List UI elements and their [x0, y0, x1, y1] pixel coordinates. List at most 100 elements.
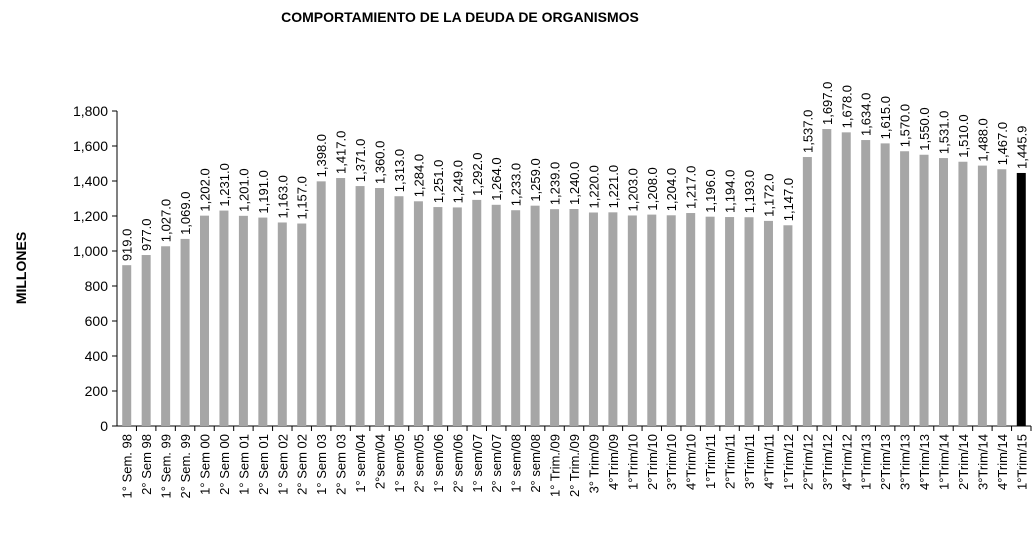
bar — [141, 255, 151, 426]
x-tick-label: 2° Sem 02 — [295, 434, 310, 495]
x-tick-label: 4°Trim/13 — [917, 434, 932, 490]
value-label: 1,069.0 — [178, 192, 193, 235]
y-tick-label: 1,600 — [73, 138, 108, 154]
x-tick-label: 1° Sem 02 — [275, 434, 290, 495]
bar — [861, 140, 871, 427]
bar — [705, 216, 715, 426]
bar — [880, 143, 890, 426]
value-label: 1,201.0 — [236, 168, 251, 211]
value-label: 1,220.0 — [586, 165, 601, 208]
x-tick-label: 1°Trim/12 — [781, 434, 796, 490]
value-label: 1,202.0 — [198, 168, 213, 211]
x-tick-label: 2°sem/04 — [373, 434, 388, 489]
x-tick-label: 2°Trim/11 — [723, 434, 738, 489]
bar — [802, 157, 812, 426]
bar — [472, 199, 482, 426]
bar — [161, 246, 171, 426]
value-label: 1,221.0 — [606, 165, 621, 208]
value-label: 1,697.0 — [820, 82, 835, 125]
x-tick-label: 4°Trim/11 — [761, 434, 776, 489]
value-label: 1,488.0 — [975, 118, 990, 161]
bar — [588, 212, 598, 426]
value-label: 1,157.0 — [295, 176, 310, 219]
bar — [219, 210, 229, 426]
x-tick-label: 2° Sem 00 — [217, 434, 232, 495]
x-tick-label: 2°Trim/12 — [800, 434, 815, 490]
x-tick-label: 2° sem/05 — [411, 434, 426, 493]
x-tick-label: 4°Trim/09 — [606, 434, 621, 490]
x-tick-label: 1° Trim./09 — [548, 434, 563, 497]
x-tick-label: 1° sem/07 — [470, 434, 485, 493]
value-label: 977.0 — [139, 218, 154, 251]
value-label: 1,445.9 — [1014, 126, 1029, 169]
value-label: 1,510.0 — [956, 114, 971, 157]
y-tick-label: 1,000 — [73, 243, 108, 259]
x-tick-label: 1° Sem 03 — [314, 434, 329, 495]
value-label: 1,193.0 — [742, 170, 757, 213]
value-label: 1,208.0 — [645, 167, 660, 210]
value-label: 1,360.0 — [373, 141, 388, 184]
bar — [686, 213, 696, 426]
x-tick-label: 3°Trim/11 — [742, 434, 757, 489]
x-tick-label: 2° sem/06 — [450, 434, 465, 493]
bar — [608, 212, 618, 426]
value-label: 1,239.0 — [548, 162, 563, 205]
x-tick-label: 2° sem/07 — [489, 434, 504, 493]
bar — [627, 215, 637, 426]
value-label: 1,163.0 — [275, 175, 290, 218]
value-label: 1,292.0 — [470, 153, 485, 196]
value-label: 1,398.0 — [314, 134, 329, 177]
y-tick-label: 400 — [85, 348, 109, 364]
x-tick-label: 1° sem/05 — [392, 434, 407, 493]
value-label: 1,313.0 — [392, 149, 407, 192]
bar — [355, 186, 365, 426]
bar — [433, 207, 443, 426]
x-tick-label: 2° Sem. 99 — [178, 434, 193, 498]
bar — [569, 209, 579, 426]
x-tick-label: 1° Sem. 98 — [120, 434, 135, 498]
x-tick-label: 1° Sem. 99 — [159, 434, 174, 498]
y-tick-label: 1,400 — [73, 173, 108, 189]
x-tick-label: 1° sem/08 — [509, 434, 524, 493]
chart-title: COMPORTAMIENTO DE LA DEUDA DE ORGANISMOS — [281, 9, 639, 25]
bar — [180, 238, 190, 426]
x-tick-label: 2° Sem 98 — [139, 434, 154, 495]
x-tick-label: 1°Trim/11 — [703, 434, 718, 489]
x-tick-label: 2° Trim./09 — [567, 434, 582, 497]
value-label: 1,531.0 — [936, 111, 951, 154]
bar — [666, 215, 676, 426]
x-tick-label: 1° sem/04 — [353, 434, 368, 493]
value-label: 1,194.0 — [723, 170, 738, 213]
x-tick-label: 1° Sem 00 — [198, 434, 213, 495]
value-label: 1,284.0 — [411, 154, 426, 197]
x-tick-label: 3°Trim/13 — [898, 434, 913, 490]
bar — [452, 207, 462, 426]
bar — [977, 165, 987, 426]
value-label: 1,570.0 — [898, 104, 913, 147]
y-tick-label: 0 — [100, 418, 108, 434]
y-axis-label: MILLONES — [13, 232, 29, 304]
value-label: 1,417.0 — [334, 131, 349, 174]
x-tick-label: 4°Trim/12 — [839, 434, 854, 490]
bar — [200, 215, 210, 426]
value-label: 1,678.0 — [839, 85, 854, 128]
value-label: 1,147.0 — [781, 178, 796, 221]
value-label: 1,251.0 — [431, 160, 446, 203]
value-label: 1,259.0 — [528, 158, 543, 201]
bar — [413, 201, 423, 426]
bar — [511, 210, 521, 426]
value-label: 1,196.0 — [703, 169, 718, 212]
x-tick-label: 1°Trim/14 — [936, 434, 951, 490]
x-tick-label: 2°Trim/14 — [956, 434, 971, 490]
bar — [550, 209, 560, 426]
bar — [938, 158, 948, 426]
value-label: 1,634.0 — [859, 93, 874, 136]
x-tick-label: 3°Trim/14 — [975, 434, 990, 490]
y-tick-label: 600 — [85, 313, 109, 329]
value-label: 1,231.0 — [217, 163, 232, 206]
bar — [647, 214, 657, 426]
y-tick-label: 800 — [85, 278, 109, 294]
bar — [336, 178, 346, 426]
value-label: 1,217.0 — [684, 166, 699, 209]
